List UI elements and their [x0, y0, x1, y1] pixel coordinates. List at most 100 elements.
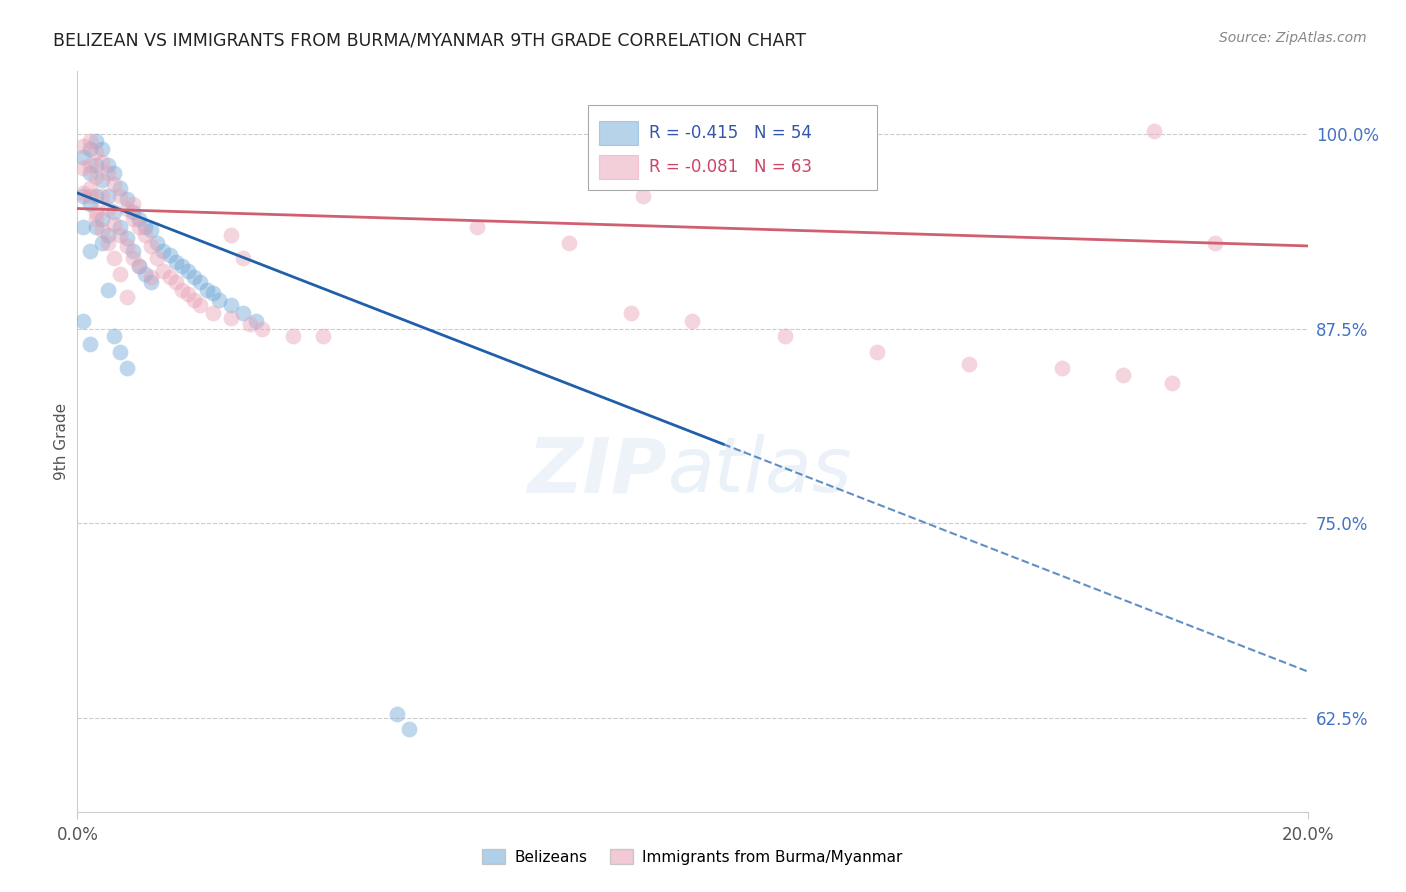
- Point: [152, 264, 174, 278]
- Point: [110, 345, 132, 359]
- Point: [245, 314, 267, 328]
- Point: [84, 212, 107, 227]
- Point: [115, 231, 138, 245]
- Point: [281, 329, 304, 343]
- Point: [79, 142, 101, 156]
- Point: [682, 314, 704, 328]
- Point: [183, 270, 205, 285]
- Point: [134, 267, 156, 281]
- Point: [110, 181, 132, 195]
- Point: [84, 220, 107, 235]
- Point: [170, 283, 193, 297]
- Point: [773, 329, 796, 343]
- Point: [110, 189, 132, 203]
- Point: [957, 358, 980, 372]
- Point: [84, 204, 107, 219]
- Point: [232, 306, 254, 320]
- Point: [177, 287, 200, 301]
- Point: [84, 158, 107, 172]
- Point: [1204, 235, 1226, 250]
- Point: [90, 235, 114, 250]
- Point: [141, 223, 163, 237]
- Point: [165, 254, 187, 268]
- Point: [72, 189, 94, 203]
- Point: [90, 154, 114, 169]
- Point: [219, 298, 242, 312]
- Point: [97, 227, 120, 242]
- Point: [72, 150, 94, 164]
- Point: [103, 329, 125, 343]
- Point: [188, 275, 212, 289]
- Point: [128, 259, 150, 273]
- Point: [97, 202, 120, 216]
- Point: [72, 220, 94, 235]
- Point: [103, 217, 125, 231]
- Point: [558, 235, 581, 250]
- Point: [465, 220, 488, 235]
- Point: [121, 244, 143, 258]
- Point: [134, 220, 156, 235]
- Point: [110, 227, 132, 242]
- Point: [183, 293, 205, 308]
- Point: [219, 227, 242, 242]
- Point: [177, 264, 200, 278]
- Point: [103, 252, 125, 266]
- Point: [115, 202, 138, 216]
- Text: atlas: atlas: [668, 434, 852, 508]
- FancyBboxPatch shape: [599, 121, 638, 145]
- Legend: Belizeans, Immigrants from Burma/Myanmar: Belizeans, Immigrants from Burma/Myanmar: [477, 843, 908, 871]
- Point: [79, 337, 101, 351]
- Point: [312, 329, 335, 343]
- Point: [1161, 376, 1184, 390]
- Point: [79, 197, 101, 211]
- Point: [170, 259, 193, 273]
- Point: [201, 306, 224, 320]
- Point: [79, 181, 101, 195]
- Point: [79, 189, 101, 203]
- Point: [90, 142, 114, 156]
- FancyBboxPatch shape: [599, 155, 638, 178]
- Point: [84, 189, 107, 203]
- Point: [72, 314, 94, 328]
- Point: [201, 285, 224, 300]
- Point: [866, 345, 889, 359]
- Point: [72, 161, 94, 175]
- Point: [97, 158, 120, 172]
- Point: [97, 189, 120, 203]
- Point: [195, 283, 218, 297]
- Point: [1050, 360, 1073, 375]
- Point: [385, 706, 409, 721]
- Point: [90, 223, 114, 237]
- Point: [159, 270, 181, 285]
- Point: [90, 189, 114, 203]
- Point: [110, 267, 132, 281]
- Point: [398, 722, 420, 736]
- Point: [128, 212, 150, 227]
- Point: [97, 235, 120, 250]
- Point: [103, 204, 125, 219]
- Point: [121, 204, 143, 219]
- Point: [90, 173, 114, 187]
- Text: ZIP: ZIP: [529, 434, 668, 508]
- Point: [115, 360, 138, 375]
- Point: [121, 197, 143, 211]
- Point: [219, 310, 242, 325]
- Point: [128, 259, 150, 273]
- Point: [97, 166, 120, 180]
- Point: [84, 145, 107, 160]
- Point: [239, 317, 262, 331]
- Point: [110, 220, 132, 235]
- Point: [121, 252, 143, 266]
- Text: BELIZEAN VS IMMIGRANTS FROM BURMA/MYANMAR 9TH GRADE CORRELATION CHART: BELIZEAN VS IMMIGRANTS FROM BURMA/MYANMA…: [53, 31, 807, 49]
- Point: [134, 227, 156, 242]
- Point: [103, 166, 125, 180]
- Point: [79, 166, 101, 180]
- Point: [115, 192, 138, 206]
- Point: [72, 186, 94, 200]
- Point: [232, 252, 254, 266]
- Point: [121, 212, 143, 227]
- Text: Source: ZipAtlas.com: Source: ZipAtlas.com: [1219, 31, 1367, 45]
- Point: [152, 244, 174, 258]
- Point: [97, 283, 120, 297]
- Point: [146, 235, 169, 250]
